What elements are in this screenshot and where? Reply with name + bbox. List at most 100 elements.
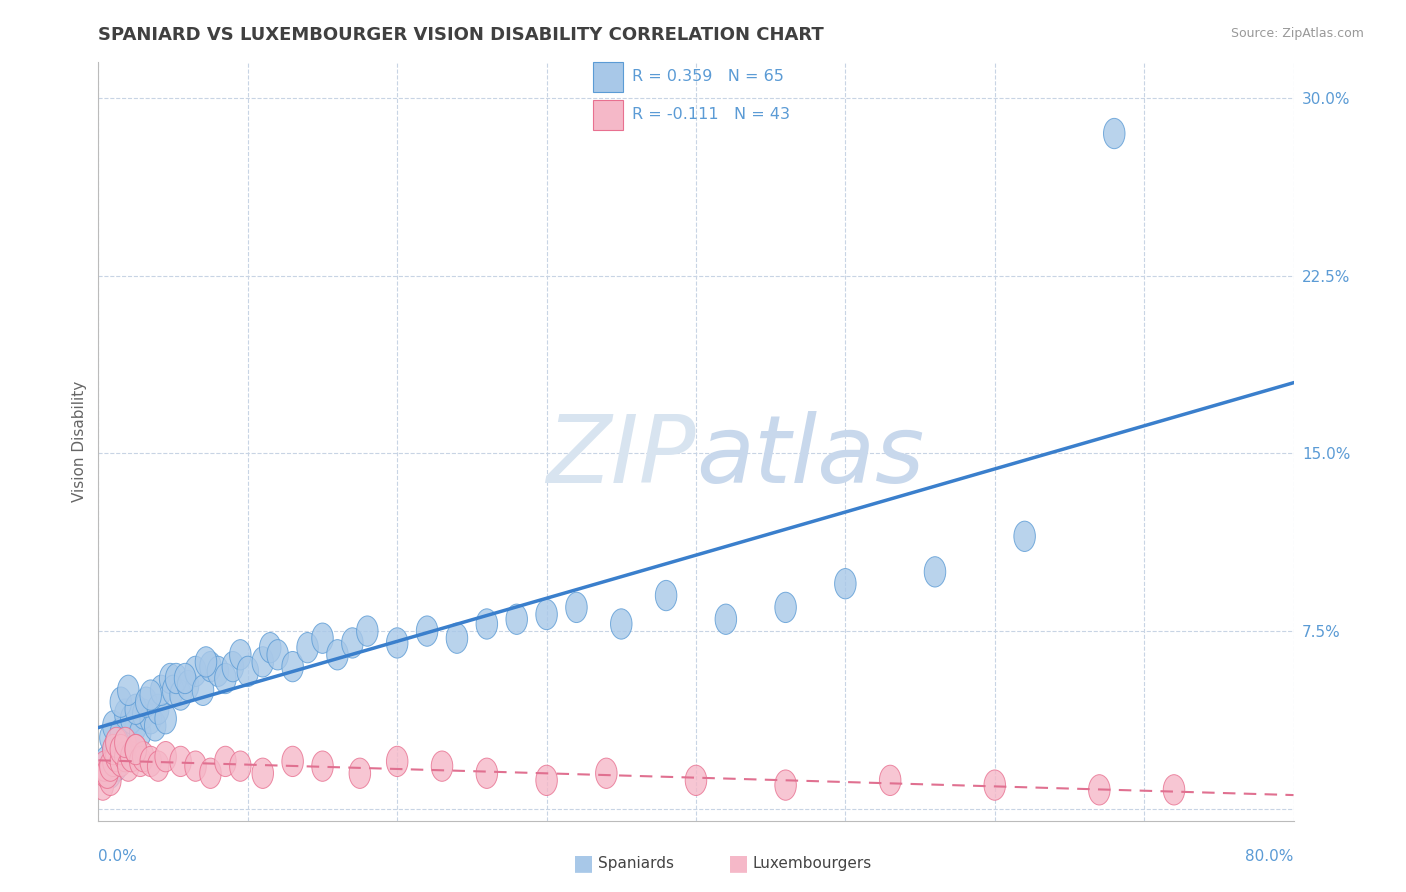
Ellipse shape xyxy=(121,741,142,772)
Ellipse shape xyxy=(96,747,117,777)
Ellipse shape xyxy=(184,751,207,781)
Ellipse shape xyxy=(170,747,191,777)
Ellipse shape xyxy=(1014,521,1035,551)
Ellipse shape xyxy=(716,604,737,634)
Ellipse shape xyxy=(416,616,437,646)
Ellipse shape xyxy=(103,711,124,741)
Ellipse shape xyxy=(105,741,127,772)
Ellipse shape xyxy=(193,675,214,706)
Ellipse shape xyxy=(155,704,176,734)
Ellipse shape xyxy=(110,687,132,717)
Ellipse shape xyxy=(125,734,146,764)
Ellipse shape xyxy=(252,758,274,789)
Ellipse shape xyxy=(145,711,166,741)
Ellipse shape xyxy=(835,568,856,599)
Ellipse shape xyxy=(97,758,118,789)
Ellipse shape xyxy=(141,680,162,710)
Ellipse shape xyxy=(125,734,146,764)
Ellipse shape xyxy=(110,734,132,764)
Text: atlas: atlas xyxy=(696,411,924,502)
Ellipse shape xyxy=(281,651,304,681)
Ellipse shape xyxy=(166,664,187,694)
Ellipse shape xyxy=(129,747,150,777)
Ellipse shape xyxy=(125,694,146,724)
Ellipse shape xyxy=(155,741,176,772)
Ellipse shape xyxy=(150,675,172,706)
Text: Luxembourgers: Luxembourgers xyxy=(752,856,872,871)
Ellipse shape xyxy=(114,727,136,757)
Text: 80.0%: 80.0% xyxy=(1246,849,1294,864)
Ellipse shape xyxy=(222,651,243,681)
Ellipse shape xyxy=(596,758,617,789)
Ellipse shape xyxy=(1104,119,1125,149)
Text: Source: ZipAtlas.com: Source: ZipAtlas.com xyxy=(1230,27,1364,40)
Ellipse shape xyxy=(132,698,155,729)
Ellipse shape xyxy=(118,751,139,781)
Ellipse shape xyxy=(100,751,121,781)
Ellipse shape xyxy=(984,770,1005,800)
Ellipse shape xyxy=(215,664,236,694)
Ellipse shape xyxy=(118,675,139,706)
Ellipse shape xyxy=(536,765,557,796)
Text: R = -0.111   N = 43: R = -0.111 N = 43 xyxy=(631,107,790,122)
Ellipse shape xyxy=(103,747,124,777)
Ellipse shape xyxy=(159,664,181,694)
Ellipse shape xyxy=(110,718,132,748)
Ellipse shape xyxy=(565,592,588,623)
Ellipse shape xyxy=(229,751,252,781)
Ellipse shape xyxy=(114,734,136,764)
Ellipse shape xyxy=(536,599,557,630)
Ellipse shape xyxy=(1088,774,1111,805)
Ellipse shape xyxy=(170,680,191,710)
Bar xyxy=(592,62,623,92)
Ellipse shape xyxy=(141,704,162,734)
Ellipse shape xyxy=(610,609,633,640)
Ellipse shape xyxy=(121,704,142,734)
Ellipse shape xyxy=(105,727,127,757)
Ellipse shape xyxy=(94,751,115,781)
Ellipse shape xyxy=(685,765,707,796)
Ellipse shape xyxy=(195,647,217,677)
Ellipse shape xyxy=(105,727,127,757)
Ellipse shape xyxy=(184,657,207,687)
Ellipse shape xyxy=(281,747,304,777)
Ellipse shape xyxy=(93,770,114,800)
Ellipse shape xyxy=(924,557,946,587)
Ellipse shape xyxy=(132,741,155,772)
Ellipse shape xyxy=(229,640,252,670)
Bar xyxy=(592,100,623,130)
Ellipse shape xyxy=(110,747,132,777)
Text: 0.0%: 0.0% xyxy=(98,849,138,864)
Ellipse shape xyxy=(105,751,127,781)
Ellipse shape xyxy=(200,758,221,789)
Ellipse shape xyxy=(260,632,281,663)
Ellipse shape xyxy=(129,718,150,748)
Ellipse shape xyxy=(110,741,132,772)
Ellipse shape xyxy=(655,581,676,611)
Ellipse shape xyxy=(1163,774,1185,805)
Text: R = 0.359   N = 65: R = 0.359 N = 65 xyxy=(631,70,783,85)
Ellipse shape xyxy=(103,734,124,764)
Ellipse shape xyxy=(267,640,288,670)
Ellipse shape xyxy=(148,694,169,724)
Ellipse shape xyxy=(207,657,229,687)
Ellipse shape xyxy=(477,758,498,789)
Ellipse shape xyxy=(162,675,184,706)
Ellipse shape xyxy=(125,711,146,741)
Ellipse shape xyxy=(135,687,157,717)
Text: ZIP: ZIP xyxy=(547,411,696,502)
Ellipse shape xyxy=(100,723,121,753)
Ellipse shape xyxy=(252,647,274,677)
Ellipse shape xyxy=(114,741,136,772)
Ellipse shape xyxy=(297,632,318,663)
Text: ■: ■ xyxy=(728,854,748,873)
Ellipse shape xyxy=(215,747,236,777)
Ellipse shape xyxy=(775,770,796,800)
Ellipse shape xyxy=(100,758,121,789)
Ellipse shape xyxy=(141,747,162,777)
Ellipse shape xyxy=(775,592,796,623)
Ellipse shape xyxy=(432,751,453,781)
Text: ■: ■ xyxy=(574,854,593,873)
Ellipse shape xyxy=(342,628,363,658)
Ellipse shape xyxy=(312,623,333,653)
